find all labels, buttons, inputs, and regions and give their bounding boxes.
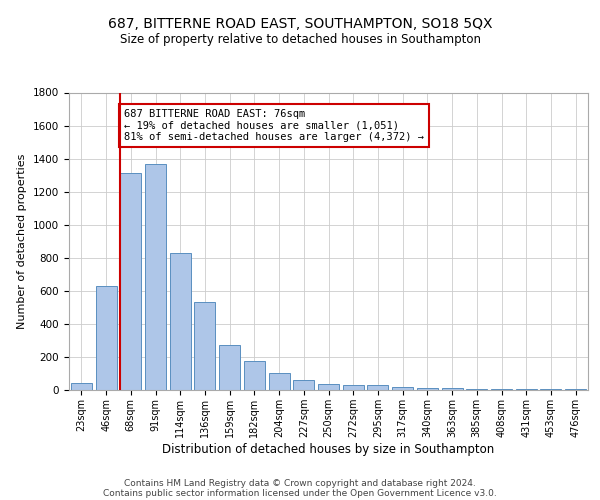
Bar (293, 380, 314, 390)
Text: Contains public sector information licensed under the Open Government Licence v3: Contains public sector information licen… (103, 488, 497, 498)
Bar (516, 389, 537, 390)
Bar (541, 389, 562, 390)
Text: 687, BITTERNE ROAD EAST, SOUTHAMPTON, SO18 5QX: 687, BITTERNE ROAD EAST, SOUTHAMPTON, SO… (108, 18, 492, 32)
Bar (392, 386, 413, 390)
Bar (343, 385, 364, 390)
Bar (269, 374, 290, 390)
Bar (145, 164, 166, 390)
Bar (318, 384, 339, 390)
Y-axis label: Number of detached properties: Number of detached properties (17, 154, 28, 329)
Bar (417, 388, 438, 390)
Bar (170, 253, 191, 390)
Bar (120, 174, 141, 390)
Text: 687 BITTERNE ROAD EAST: 76sqm
← 19% of detached houses are smaller (1,051)
81% o: 687 BITTERNE ROAD EAST: 76sqm ← 19% of d… (124, 109, 424, 142)
Bar (491, 389, 512, 390)
Bar (244, 361, 265, 390)
Bar (466, 389, 487, 390)
Text: Contains HM Land Registry data © Crown copyright and database right 2024.: Contains HM Land Registry data © Crown c… (124, 478, 476, 488)
Bar (565, 389, 586, 390)
Bar (194, 302, 215, 390)
Bar (95, 286, 116, 390)
Bar (71, 384, 92, 390)
Bar (442, 388, 463, 390)
Bar (367, 385, 388, 390)
Text: Size of property relative to detached houses in Southampton: Size of property relative to detached ho… (119, 32, 481, 46)
X-axis label: Distribution of detached houses by size in Southampton: Distribution of detached houses by size … (163, 442, 494, 456)
Bar (219, 346, 240, 390)
